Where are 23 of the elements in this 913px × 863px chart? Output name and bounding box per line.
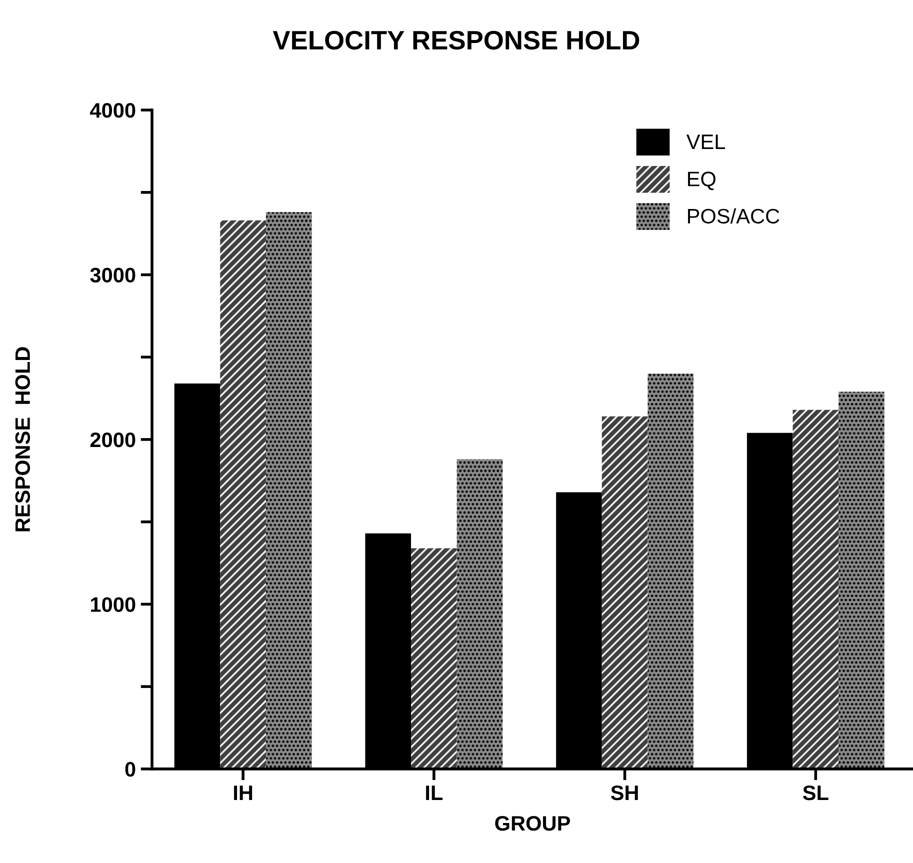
bar <box>456 459 503 769</box>
y-tick-label: 1000 <box>91 597 136 612</box>
legend-label: VEL <box>686 134 726 149</box>
bar <box>838 392 884 769</box>
bar <box>220 220 266 769</box>
legend-label: POS/ACC <box>688 208 780 224</box>
x-tick-label: SL <box>802 785 828 800</box>
y-tick-label: 2000 <box>90 432 136 448</box>
bar <box>792 410 839 769</box>
y-tick-label: 0 <box>125 762 136 777</box>
bar <box>602 416 648 769</box>
legend-label: EQ <box>688 172 716 190</box>
bar <box>266 212 312 769</box>
x-tick-label: IH <box>234 786 252 800</box>
x-axis-title: GROUP <box>495 816 570 831</box>
chart-title: VELOCITY RESPONSE HOLD <box>272 30 640 50</box>
x-tick-label: SH <box>610 785 638 800</box>
y-tick-label: 4000 <box>90 103 136 118</box>
bar <box>411 548 457 769</box>
bar <box>648 374 694 769</box>
y-axis-title: RESPONSE HOLD <box>15 347 30 532</box>
y-tick-label: 3000 <box>90 268 136 283</box>
x-tick-label: IL <box>426 786 443 800</box>
